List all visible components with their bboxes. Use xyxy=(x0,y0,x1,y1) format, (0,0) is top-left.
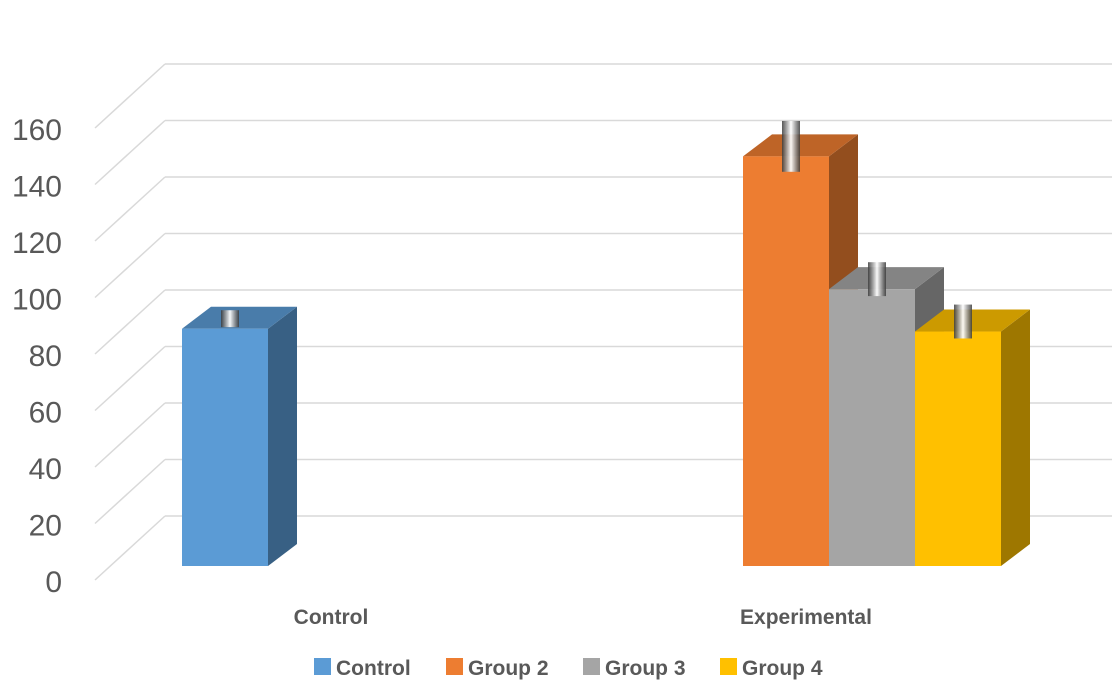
legend-item: Control xyxy=(314,657,411,680)
error-bar xyxy=(868,262,886,297)
y-tick-label: 160 xyxy=(12,114,62,147)
y-tick-label: 80 xyxy=(29,340,62,373)
x-category-label: Control xyxy=(294,606,369,629)
x-axis-categories: Control Experimental xyxy=(294,606,872,629)
x-category-label: Experimental xyxy=(740,606,872,629)
bar-group-4-experimental xyxy=(915,304,1030,566)
gridline-160 xyxy=(94,63,1112,129)
bars xyxy=(182,120,1030,566)
gridline-140 xyxy=(94,119,1112,186)
legend: Control Group 2 Group 3 Group 4 xyxy=(314,657,823,680)
legend-label: Control xyxy=(336,657,411,680)
y-axis-ticks: 0 20 40 60 80 100 120 140 160 xyxy=(12,114,62,599)
y-tick-label: 20 xyxy=(29,510,62,543)
y-tick-label: 40 xyxy=(29,453,62,486)
legend-swatch xyxy=(720,658,737,675)
y-tick-label: 120 xyxy=(12,227,62,260)
legend-label: Group 2 xyxy=(468,657,549,680)
y-tick-label: 60 xyxy=(29,397,62,430)
error-bar xyxy=(954,304,972,339)
legend-item: Group 2 xyxy=(446,657,549,680)
legend-item: Group 4 xyxy=(720,657,823,680)
legend-swatch xyxy=(446,658,463,675)
legend-swatch xyxy=(583,658,600,675)
legend-item: Group 3 xyxy=(583,657,686,680)
gridline-100 xyxy=(94,232,1112,299)
error-bar xyxy=(221,310,239,328)
gridlines xyxy=(94,63,1112,581)
bar-control-control xyxy=(182,306,297,566)
y-tick-label: 100 xyxy=(12,284,62,317)
y-tick-label: 140 xyxy=(12,171,62,204)
legend-label: Group 4 xyxy=(742,657,823,680)
legend-label: Group 3 xyxy=(605,657,686,680)
gridline-120 xyxy=(94,176,1112,242)
error-bar xyxy=(782,120,800,172)
y-tick-label: 0 xyxy=(45,566,62,599)
legend-swatch xyxy=(314,658,331,675)
gridline-80 xyxy=(94,289,1112,355)
